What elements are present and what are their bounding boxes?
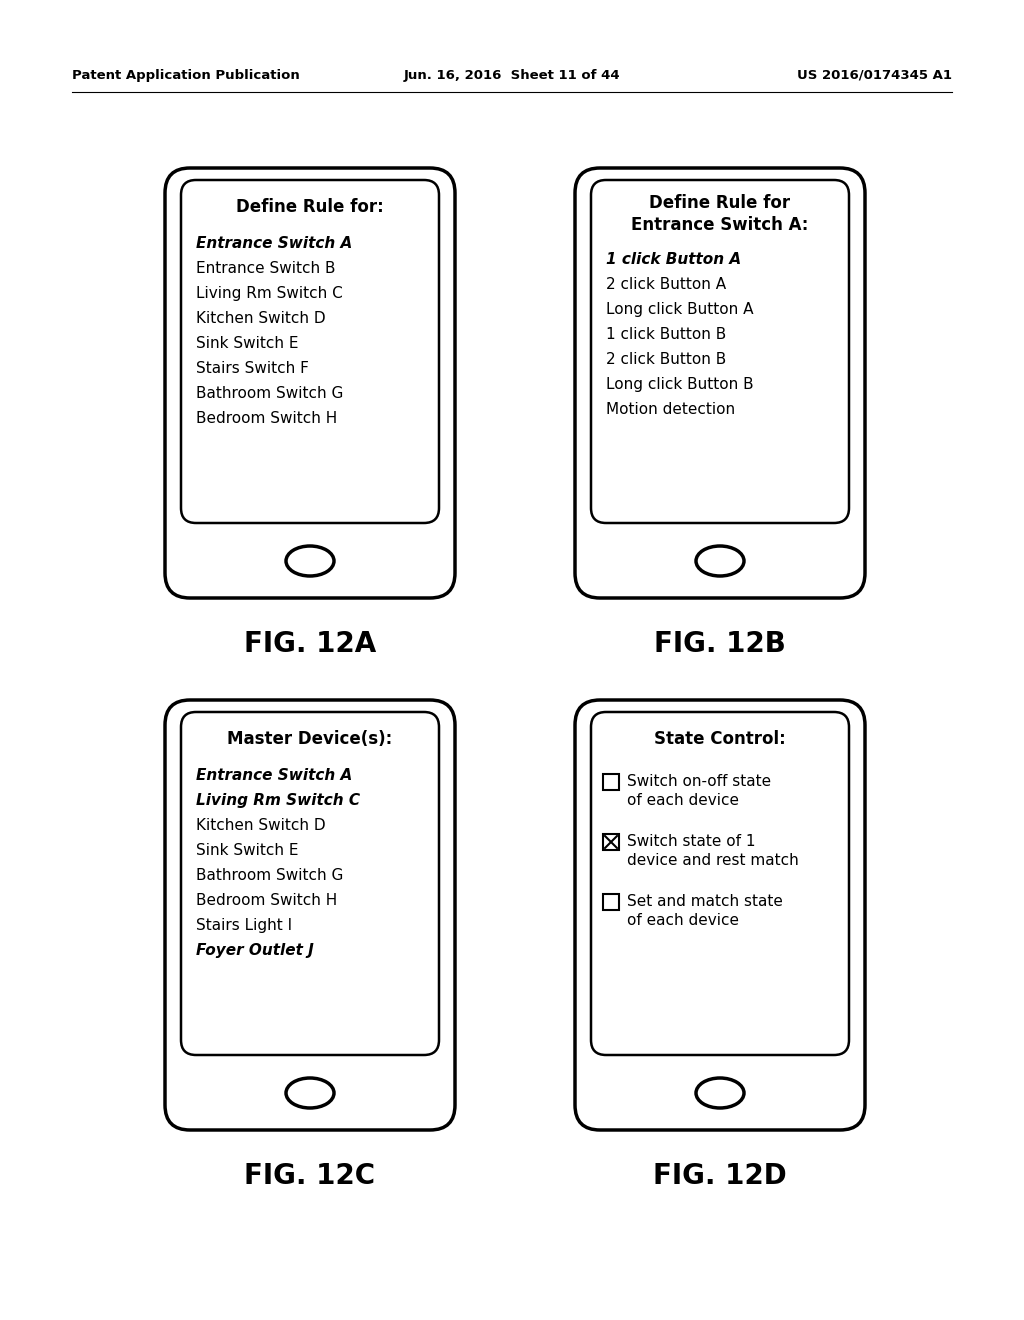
Text: Kitchen Switch D: Kitchen Switch D <box>196 312 326 326</box>
Bar <box>603 774 618 789</box>
FancyBboxPatch shape <box>165 700 455 1130</box>
Text: Stairs Switch F: Stairs Switch F <box>196 360 309 376</box>
Text: Jun. 16, 2016  Sheet 11 of 44: Jun. 16, 2016 Sheet 11 of 44 <box>403 69 621 82</box>
Text: Switch on-off state
of each device: Switch on-off state of each device <box>627 774 771 808</box>
Text: Stairs Light I: Stairs Light I <box>196 917 292 933</box>
Text: Living Rm Switch C: Living Rm Switch C <box>196 793 360 808</box>
FancyBboxPatch shape <box>591 711 849 1055</box>
Text: Set and match state
of each device: Set and match state of each device <box>627 894 783 928</box>
Ellipse shape <box>696 546 744 576</box>
Text: Define Rule for:: Define Rule for: <box>237 198 384 216</box>
Text: State Control:: State Control: <box>654 730 785 748</box>
Text: Foyer Outlet J: Foyer Outlet J <box>196 942 313 958</box>
Text: Patent Application Publication: Patent Application Publication <box>72 69 300 82</box>
Text: Living Rm Switch C: Living Rm Switch C <box>196 286 343 301</box>
Text: 2 click Button B: 2 click Button B <box>606 352 726 367</box>
Text: Master Device(s):: Master Device(s): <box>227 730 392 748</box>
Text: Long click Button B: Long click Button B <box>606 378 754 392</box>
Text: Sink Switch E: Sink Switch E <box>196 843 299 858</box>
Text: 1 click Button A: 1 click Button A <box>606 252 741 267</box>
Text: FIG. 12A: FIG. 12A <box>244 630 376 657</box>
Ellipse shape <box>286 1078 334 1107</box>
Ellipse shape <box>286 546 334 576</box>
Text: Bathroom Switch G: Bathroom Switch G <box>196 869 343 883</box>
Ellipse shape <box>696 1078 744 1107</box>
Text: US 2016/0174345 A1: US 2016/0174345 A1 <box>797 69 952 82</box>
Text: 2 click Button A: 2 click Button A <box>606 277 726 292</box>
Text: Bedroom Switch H: Bedroom Switch H <box>196 411 337 426</box>
Text: 1 click Button B: 1 click Button B <box>606 327 726 342</box>
Bar <box>603 834 618 850</box>
FancyBboxPatch shape <box>575 700 865 1130</box>
FancyBboxPatch shape <box>181 180 439 523</box>
Text: FIG. 12D: FIG. 12D <box>653 1162 786 1191</box>
Text: FIG. 12C: FIG. 12C <box>245 1162 376 1191</box>
Text: Sink Switch E: Sink Switch E <box>196 337 299 351</box>
Text: Long click Button A: Long click Button A <box>606 302 754 317</box>
FancyBboxPatch shape <box>181 711 439 1055</box>
Text: Entrance Switch A: Entrance Switch A <box>196 236 352 251</box>
Text: Bathroom Switch G: Bathroom Switch G <box>196 385 343 401</box>
Text: Kitchen Switch D: Kitchen Switch D <box>196 818 326 833</box>
Text: Entrance Switch A: Entrance Switch A <box>196 768 352 783</box>
FancyBboxPatch shape <box>165 168 455 598</box>
Text: FIG. 12B: FIG. 12B <box>654 630 786 657</box>
Text: Bedroom Switch H: Bedroom Switch H <box>196 894 337 908</box>
Text: Entrance Switch B: Entrance Switch B <box>196 261 336 276</box>
Text: Motion detection: Motion detection <box>606 403 735 417</box>
Text: Switch state of 1
device and rest match: Switch state of 1 device and rest match <box>627 834 799 867</box>
FancyBboxPatch shape <box>575 168 865 598</box>
Bar <box>603 894 618 909</box>
FancyBboxPatch shape <box>591 180 849 523</box>
Text: Define Rule for
Entrance Switch A:: Define Rule for Entrance Switch A: <box>632 194 809 234</box>
